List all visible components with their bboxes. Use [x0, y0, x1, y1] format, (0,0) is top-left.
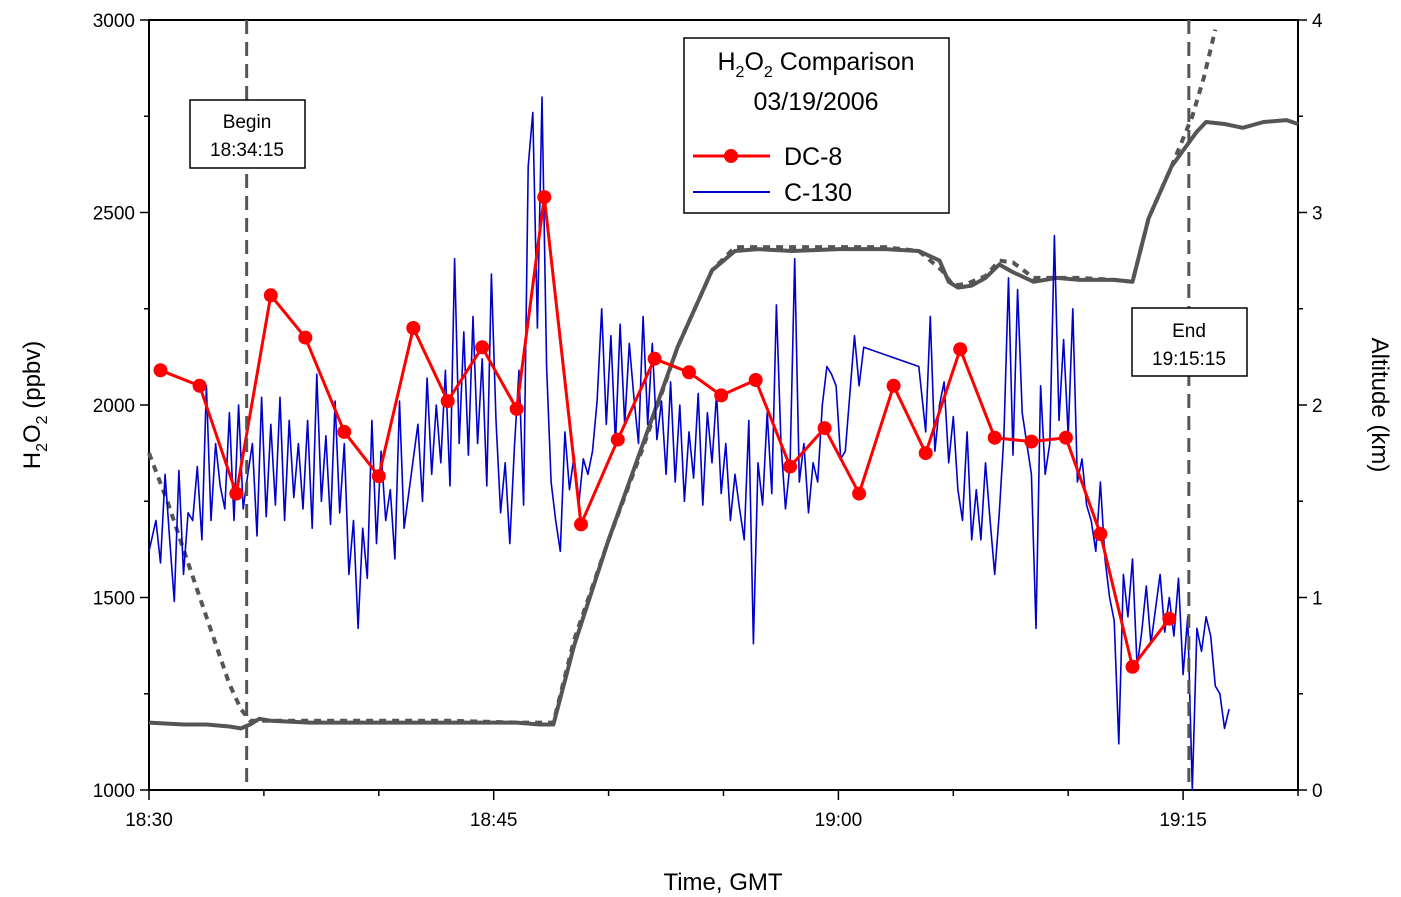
y-axis-right-title: Altitude (km) [1366, 338, 1393, 473]
y-tick-label: 2000 [93, 396, 135, 417]
legend-dc8-marker [724, 149, 738, 163]
dc8-point [1024, 434, 1039, 449]
dc8-point [817, 421, 832, 436]
dc8-point [371, 469, 386, 484]
dc8-point [406, 321, 421, 335]
x-tick-label: 19:15 [1159, 810, 1207, 831]
y-right-tick-label: 4 [1312, 11, 1323, 32]
dc8-point [475, 340, 490, 355]
dc8-point [647, 351, 662, 366]
y-tick-label: 1000 [93, 781, 135, 802]
dc8-point [298, 330, 313, 345]
legend-box [683, 37, 950, 214]
y-right-tick-label: 1 [1312, 589, 1323, 610]
dc8-point [714, 388, 729, 403]
begin-annotation: Begin 18:34:15 [189, 99, 306, 169]
dc8-point [1058, 430, 1073, 445]
dc8-series-line [159, 195, 1171, 669]
y-tick-label: 2500 [93, 204, 135, 225]
x-tick-label: 18:45 [470, 810, 518, 831]
end-box [1131, 307, 1248, 377]
dc8-point [852, 486, 867, 501]
y-right-tick-label: 2 [1312, 396, 1323, 417]
dc8-layer [153, 190, 1177, 674]
dc8-point [229, 486, 244, 501]
c130-series-line [148, 96, 1230, 791]
dc8-point [953, 342, 968, 357]
y-right-tick-label: 3 [1312, 204, 1323, 225]
dc8-point [537, 190, 552, 205]
dc8-point [1125, 659, 1140, 674]
x-tick-label: 18:30 [125, 810, 173, 831]
end-time: 19:15:15 [1152, 349, 1226, 370]
dc8-point [574, 517, 588, 532]
dc8-point [192, 378, 207, 393]
y-tick-label: 3000 [93, 11, 135, 32]
c130-layer [148, 96, 1230, 791]
begin-label: Begin [223, 112, 272, 133]
y-axis-title: H2O2 (ppbv) [19, 341, 51, 470]
y-right-tick-label: 0 [1312, 781, 1323, 802]
legend-c130-label: C-130 [784, 179, 852, 207]
axis-ticks: 18:30 18:45 19:00 19:15 1000 1500 2000 2500 3000… [93, 11, 1323, 831]
legend-dc8-label: DC-8 [784, 143, 842, 171]
begin-box [189, 99, 306, 169]
dc8-point [509, 401, 524, 416]
dc8-point [1162, 611, 1177, 626]
legend-title: H2O2 Comparison [717, 48, 914, 81]
altitude-dc8-line [147, 29, 1218, 725]
dc8-point [610, 432, 625, 447]
y-tick-label: 1500 [93, 589, 135, 610]
dc8-point [337, 424, 352, 439]
dc8-point [153, 363, 168, 378]
end-label: End [1172, 321, 1206, 342]
end-annotation: End 19:15:15 [1131, 307, 1248, 377]
dc8-point [987, 430, 1002, 445]
dc8-point [886, 378, 901, 393]
legend-subtitle: 03/19/2006 [753, 88, 878, 116]
dc8-point [783, 459, 798, 474]
dc8-point [748, 373, 763, 387]
begin-time: 18:34:15 [210, 140, 284, 161]
dc8-point [263, 288, 278, 303]
marker-lines [245, 20, 1191, 790]
altitude-layer [147, 29, 1299, 731]
x-tick-label: 19:00 [815, 810, 863, 831]
dc8-point [1093, 527, 1108, 541]
x-axis-title: Time, GMT [663, 869, 782, 896]
dc8-point [440, 394, 455, 409]
dc8-point [918, 446, 933, 461]
legend: H2O2 Comparison 03/19/2006 DC-8 C-130 [683, 37, 950, 214]
dc8-point [682, 365, 696, 380]
